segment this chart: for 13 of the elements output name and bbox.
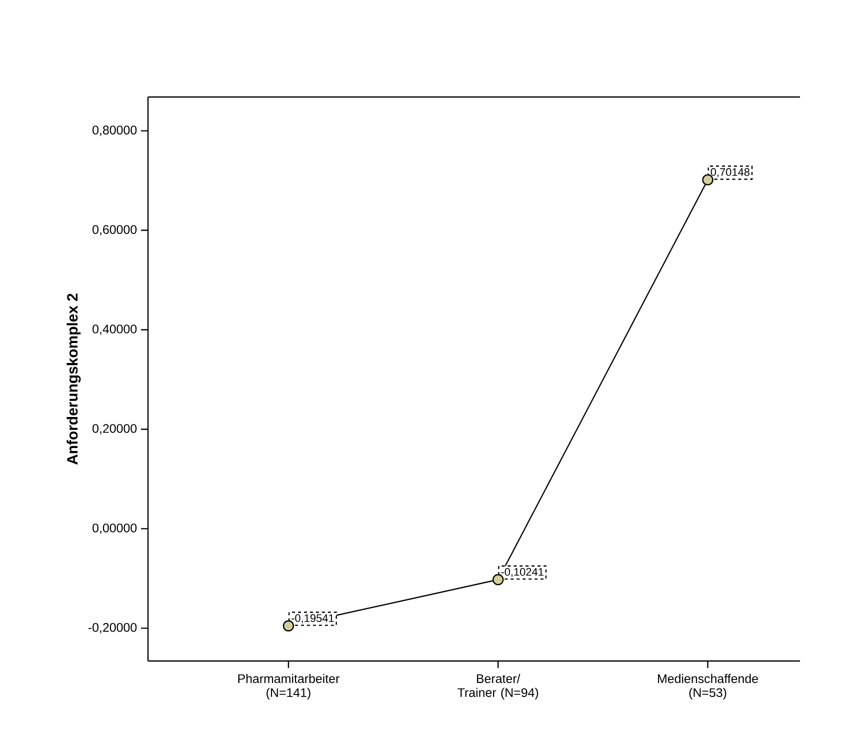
data-label: 0,70148 [710,168,750,178]
y-tick-label: 0,80000 [92,126,137,136]
y-tick-label: 0,00000 [92,524,137,534]
x-tick-label: Berater/ Trainer (N=94) [458,674,538,700]
data-label: -0,19541 [292,614,334,624]
y-tick-label: 0,60000 [92,225,137,236]
y-tick-label: 0,40000 [92,324,137,335]
x-tick-label: Pharmamitarbeiter (N=141) [238,674,340,700]
y-tick-label: 0,20000 [92,424,137,434]
y-tick-label: -0,20000 [88,623,137,634]
data-label: -0,10241 [501,568,544,578]
y-axis-title: Anforderungskomplex 2 [66,294,81,465]
x-tick-label: Medienschaffende (N=53) [658,674,758,700]
